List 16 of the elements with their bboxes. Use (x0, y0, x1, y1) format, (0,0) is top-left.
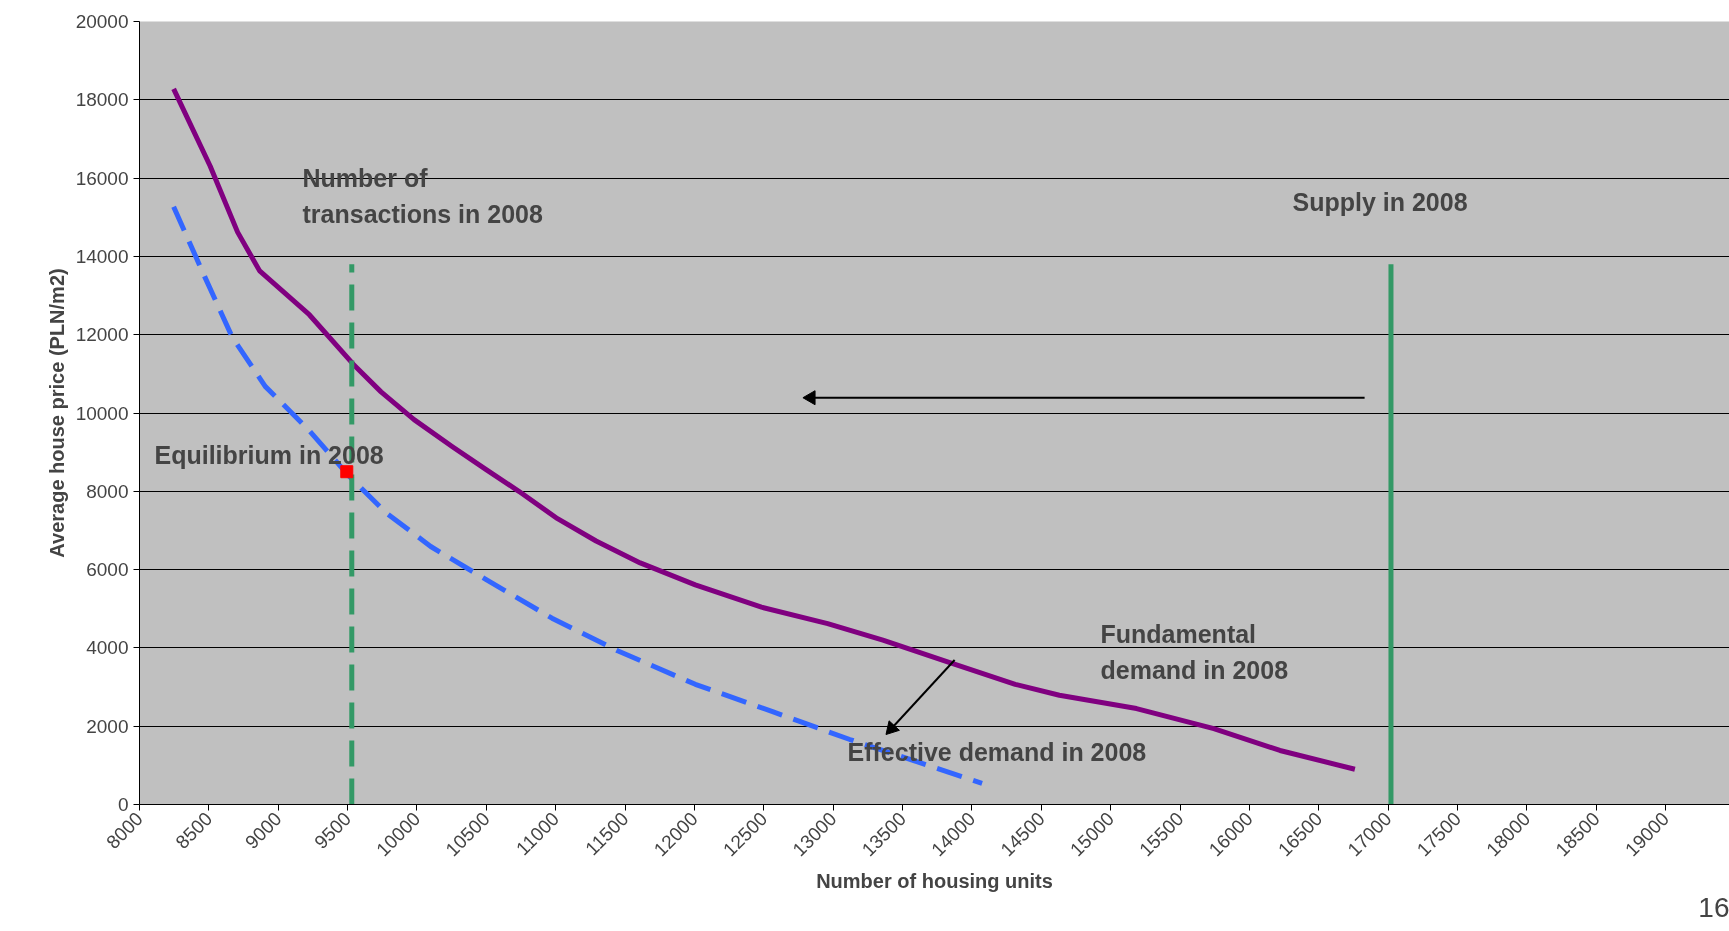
y-tick-label: 20000 (75, 11, 129, 32)
annotation: Fundamental demand in 2008 (1100, 619, 1289, 684)
text: 16 (1698, 891, 1729, 923)
y-tick-label: 0 (117, 794, 129, 815)
y-tick-label: 6000 (86, 559, 129, 581)
y-tick-label: 8000 (86, 480, 129, 502)
y-tick-label: 10000 (75, 402, 129, 424)
y-tick-label: 16000 (75, 167, 129, 189)
annotation: Supply in 2008 (1292, 187, 1468, 216)
y-tick-label: 18000 (75, 89, 129, 111)
x-axis-title: Number of housing units (816, 870, 1053, 893)
y-axis-title: Average house price (PLN/m2) (45, 268, 68, 558)
y-tick-label: 4000 (86, 637, 129, 659)
y-tick-label: 2000 (86, 715, 129, 737)
y-tick-label: 12000 (75, 324, 129, 346)
y-tick-label: 14000 (75, 245, 129, 267)
